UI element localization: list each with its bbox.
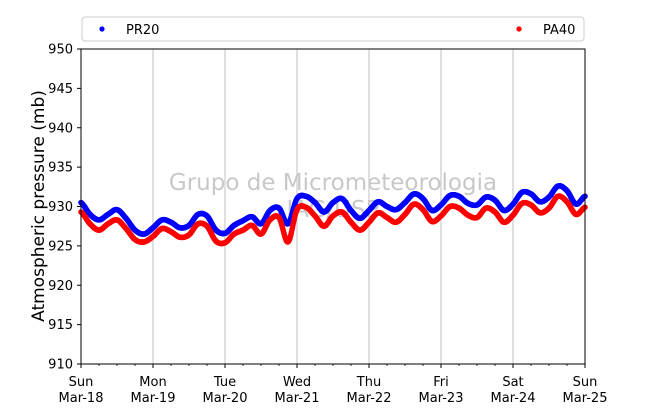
y-tick-label: 925 [48, 239, 73, 254]
x-tick-label-day: Sat [502, 375, 523, 390]
legend-box [81, 16, 585, 42]
y-axis-label: Atmospheric pressure (mb) [29, 90, 49, 322]
y-tick-label: 945 [48, 82, 73, 97]
x-tick-label-day: Tue [213, 375, 236, 390]
legend-marker-pa40 [516, 26, 522, 32]
data-series [78, 183, 588, 247]
x-tick-label-date: Mar-19 [131, 391, 176, 406]
x-tick-label-day: Wed [283, 375, 311, 390]
x-tick-label-date: Mar-18 [59, 391, 104, 406]
legend: PR20 PA40 [81, 16, 585, 42]
x-tick-label-date: Mar-20 [203, 391, 248, 406]
y-tick-label: 915 [48, 318, 73, 333]
x-tick-label-day: Fri [433, 375, 449, 390]
legend-label-pa40: PA40 [543, 23, 575, 38]
x-tick-label-day: Mon [139, 375, 166, 390]
x-tick-label-day: Sun [69, 375, 94, 390]
series-pa40 [78, 193, 588, 247]
series-pr20 [78, 183, 588, 237]
x-tick-label-date: Mar-24 [491, 391, 536, 406]
legend-marker-pr20 [99, 26, 105, 32]
y-tick-label: 950 [48, 43, 73, 58]
x-tick-label-day: Sun [573, 375, 598, 390]
x-axis: SunMar-18MonMar-19TueMar-20WedMar-21ThuM… [59, 364, 608, 406]
x-tick-label-date: Mar-25 [563, 391, 608, 406]
y-tick-label: 930 [48, 200, 73, 215]
legend-label-pr20: PR20 [126, 23, 159, 38]
y-tick-label: 935 [48, 161, 73, 176]
x-tick-label-day: Thu [356, 375, 381, 390]
y-tick-label: 920 [48, 279, 73, 294]
x-tick-label-date: Mar-22 [347, 391, 392, 406]
y-axis: 910 915 920 925 930 935 940 945 950 [48, 43, 81, 373]
watermark-line-1: Grupo de Micrometeorologia [169, 170, 497, 196]
y-tick-label: 940 [48, 121, 73, 136]
x-tick-label-date: Mar-23 [419, 391, 464, 406]
y-tick-label: 910 [48, 358, 73, 373]
x-tick-label-date: Mar-21 [275, 391, 320, 406]
